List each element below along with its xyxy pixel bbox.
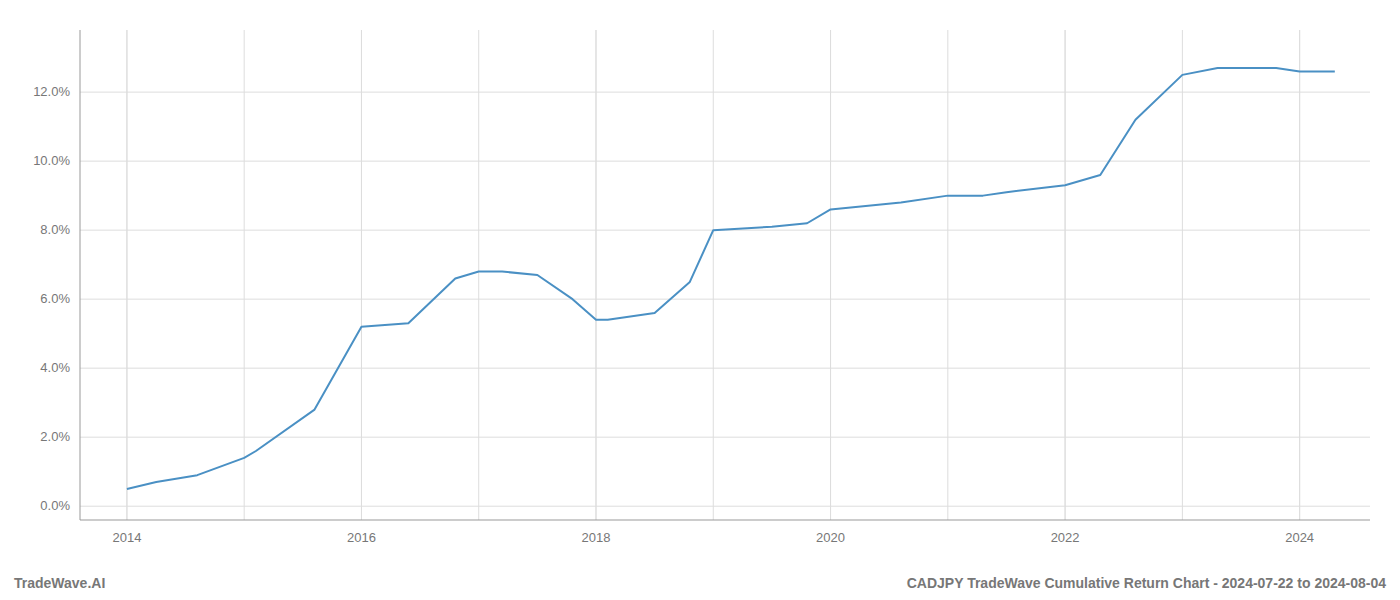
grid [80,30,1370,520]
y-tick-label: 0.0% [40,498,70,513]
minor-x-grid-line [596,30,597,520]
minor-x-grid-line [830,30,831,520]
minor-x-grid-line [947,30,948,520]
y-grid-line [80,299,1370,300]
x-grid-line [361,30,362,520]
x-grid-line [596,30,597,520]
x-grid-line [1299,30,1300,520]
x-tick-label: 2018 [582,530,611,545]
x-tick-label: 2020 [816,530,845,545]
minor-x-grid-line [1065,30,1066,520]
x-tick-label: 2014 [112,530,141,545]
minor-x-grid-line [244,30,245,520]
minor-x-grid-line [126,30,127,520]
y-tick-label: 8.0% [40,222,70,237]
y-tick-label: 12.0% [33,84,70,99]
y-grid-line [80,92,1370,93]
watermark: TradeWave.AI [14,575,105,591]
x-grid-line [126,30,127,520]
minor-x-grid-line [713,30,714,520]
y-tick-label: 6.0% [40,291,70,306]
data-line [127,68,1335,489]
x-tick-label: 2022 [1051,530,1080,545]
minor-x-grid-line [1299,30,1300,520]
x-grid-line [830,30,831,520]
x-tick-label: 2016 [347,530,376,545]
y-axis-line [80,30,81,520]
minor-x-grid-line [1182,30,1183,520]
y-tick-label: 10.0% [33,153,70,168]
x-axis: 2014 2016 2018 2020 2022 2024 [80,520,1370,545]
y-grid-line [80,161,1370,162]
y-tick-label: 2.0% [40,429,70,444]
x-grid-line [1065,30,1066,520]
plot-area [127,68,1335,489]
y-grid-line [80,368,1370,369]
y-axis: 0.0% 2.0% 4.0% 6.0% 8.0% 10.0% 12.0% [33,30,80,520]
title: CADJPY TradeWave Cumulative Return Chart… [907,575,1387,591]
background [0,0,1400,600]
minor-x-grid-line [361,30,362,520]
y-grid-line [80,506,1370,507]
x-tick-label: 2024 [1285,530,1314,545]
y-tick-label: 4.0% [40,360,70,375]
chart: 0.0%2.0%4.0%6.0%8.0%10.0%12.0%2014201620… [0,0,1400,600]
minor-x-grid-line [478,30,479,520]
x-axis-line [80,520,1370,521]
